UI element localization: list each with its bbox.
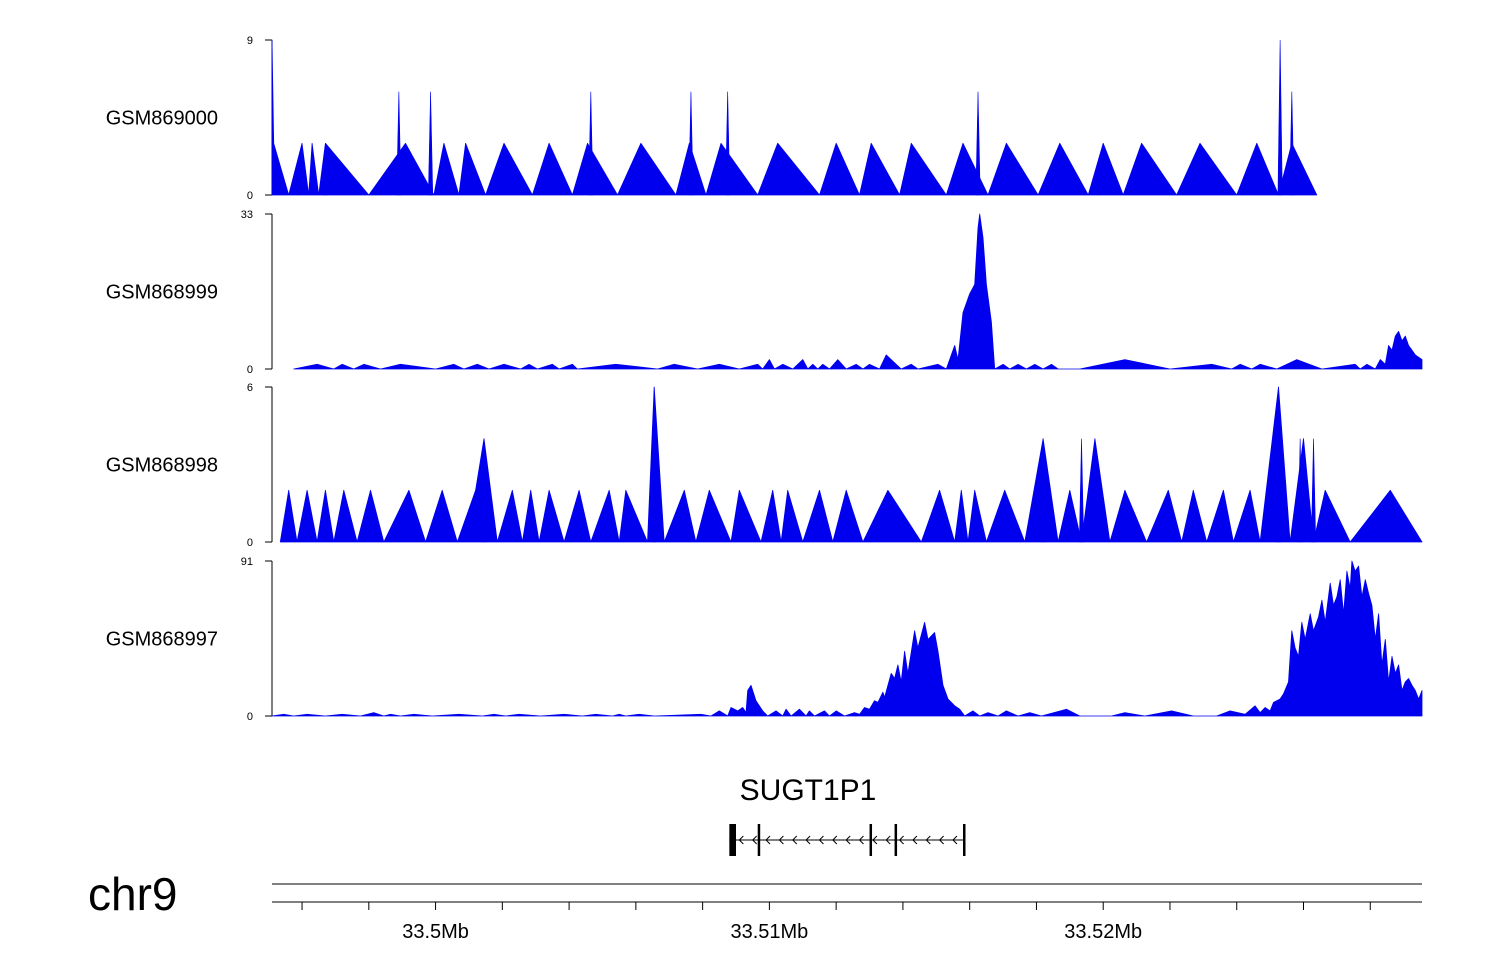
coverage-area	[279, 386, 1423, 543]
coverage-spike	[428, 91, 434, 196]
track-label: GSM868999	[106, 282, 218, 304]
coverage-spike	[1311, 438, 1317, 543]
track-label: GSM868998	[106, 455, 218, 477]
strand-arrow	[858, 835, 864, 845]
coverage-area	[271, 39, 1318, 196]
y-tick-label: 0	[247, 537, 253, 549]
y-tick-label: 9	[247, 35, 253, 47]
x-tick-label: 33.5Mb	[402, 921, 469, 943]
track-label: GSM869000	[106, 108, 218, 130]
coverage-spike	[396, 91, 402, 196]
coverage-spike	[1289, 91, 1295, 196]
coverage-spike	[1275, 386, 1281, 543]
genome-axis: chr9 33.5Mb 33.51Mb 33.52Mb	[88, 868, 1422, 943]
chromosome-label: chr9	[88, 868, 177, 920]
coverage-spike	[481, 438, 487, 543]
track-gsm868997: GSM868997 0 91	[106, 556, 1423, 723]
x-tick-label: 33.52Mb	[1064, 921, 1142, 943]
strand-arrow	[952, 835, 958, 845]
track-gsm868998: GSM868998 0 6	[106, 382, 1423, 549]
track-gsm868999: GSM868999 0 33	[106, 209, 1423, 376]
coverage-spike	[1277, 39, 1283, 196]
y-tick-label: 91	[241, 556, 253, 568]
gene-exon	[894, 824, 898, 856]
coverage-spike	[725, 91, 731, 196]
gene-name-label: SUGT1P1	[740, 774, 877, 807]
strand-arrow	[885, 835, 891, 845]
y-tick-label: 6	[247, 382, 253, 394]
y-tick-label: 0	[247, 364, 253, 376]
strand-arrow	[805, 835, 811, 845]
strand-arrow	[872, 835, 878, 845]
coverage-spike	[322, 143, 328, 196]
track-label: GSM868997	[106, 629, 218, 651]
coverage-spike	[975, 91, 981, 196]
coverage-spike	[588, 91, 594, 196]
coverage-spike	[1040, 438, 1046, 543]
gene-exon	[757, 824, 761, 856]
y-tick-label: 0	[247, 190, 253, 202]
strand-arrow	[912, 835, 918, 845]
strand-arrow	[818, 835, 824, 845]
track-gsm869000: GSM869000 0 9	[106, 35, 1318, 202]
strand-arrow	[925, 835, 931, 845]
y-tick-label: 0	[247, 711, 253, 723]
y-tick-label: 33	[241, 209, 253, 221]
gene-exon	[963, 824, 966, 856]
coverage-area	[271, 560, 1423, 717]
strand-arrow	[845, 835, 851, 845]
strand-arrow	[765, 835, 771, 845]
x-tick-label: 33.51Mb	[730, 921, 808, 943]
gene-annotation-track: SUGT1P1	[729, 774, 966, 856]
coverage-area	[293, 213, 1423, 370]
strand-arrow	[738, 835, 744, 845]
coverage-spike	[1297, 438, 1303, 543]
strand-arrow	[778, 835, 784, 845]
coverage-spike	[1079, 438, 1085, 543]
gene-exon	[869, 824, 873, 856]
strand-arrow	[898, 835, 904, 845]
gene-exon	[729, 824, 737, 856]
coverage-spike	[688, 91, 694, 196]
coverage-spike	[651, 386, 657, 543]
strand-arrow	[751, 835, 758, 845]
strand-arrow	[792, 835, 798, 845]
data-tracks: GSM86900009GSM868999033GSM86899806GSM868…	[106, 35, 1423, 723]
strand-arrow	[938, 835, 944, 845]
strand-arrow	[832, 835, 838, 845]
